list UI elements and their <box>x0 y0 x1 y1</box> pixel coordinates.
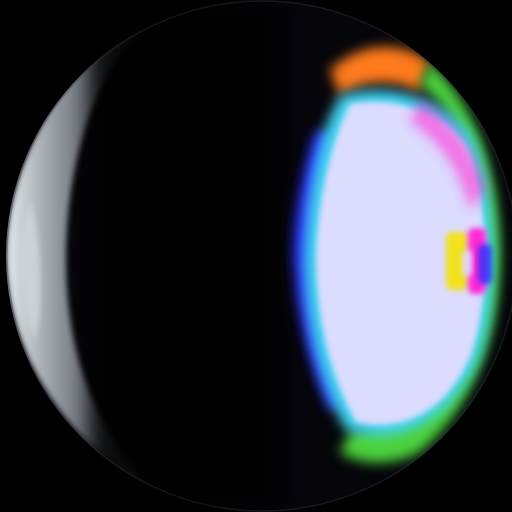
sphere-outline <box>6 0 512 512</box>
prism-patch-yellow <box>446 232 468 290</box>
sphere-rim-specular <box>22 200 41 340</box>
sphere-shadow-band <box>90 0 280 512</box>
glow-edge-blue <box>293 130 346 410</box>
prism-patch-white <box>462 250 472 276</box>
sphere-rim-highlight <box>6 14 160 496</box>
glow-core <box>316 101 486 425</box>
glow-fringe-orange <box>330 47 430 96</box>
glow-tint-pink <box>410 100 486 210</box>
prism-patch-blue <box>478 244 492 284</box>
